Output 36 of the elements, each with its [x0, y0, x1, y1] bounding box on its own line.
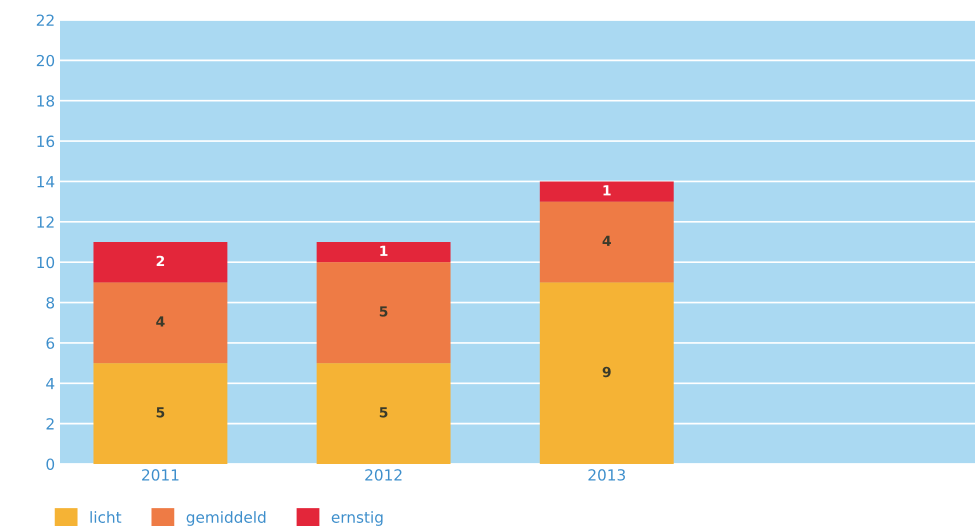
y-tick-label: 2 [46, 418, 54, 430]
bar [93, 282, 228, 364]
bar [316, 363, 451, 464]
x-tick-label: 2013 [588, 469, 625, 481]
x-tick-label: 2011 [142, 469, 178, 481]
data-label: 1 [604, 185, 611, 196]
data-label: 4 [156, 316, 165, 327]
data-label: 9 [602, 366, 611, 378]
y-tick-label: 12 [37, 216, 54, 228]
data-label: 1 [380, 246, 388, 256]
bar [540, 282, 674, 464]
data-label: 4 [602, 236, 611, 246]
y-tick-label: 20 [36, 54, 54, 66]
y-tick-label: 0 [46, 458, 54, 470]
y-tick-label: 22 [36, 14, 54, 26]
legend-label: licht [90, 511, 122, 523]
bar [540, 181, 674, 202]
y-tick-label: 14 [37, 176, 54, 188]
bar [540, 202, 674, 282]
y-tick-label: 8 [46, 297, 54, 309]
data-label: 5 [380, 407, 388, 418]
y-tick-label: 4 [46, 378, 54, 390]
legend-label: gemiddeld [186, 511, 266, 526]
y-tick-label: 6 [46, 337, 54, 349]
bar [316, 242, 451, 262]
legend-label: ernstig [332, 511, 383, 526]
data-label: 5 [156, 407, 164, 418]
y-tick-label: 16 [37, 136, 54, 148]
y-tick-label: 18 [37, 95, 54, 107]
x-tick-label: 2012 [365, 469, 402, 481]
bar [93, 242, 228, 282]
bar [93, 363, 228, 464]
data-label: 2 [156, 256, 164, 266]
data-label: 5 [380, 306, 388, 317]
y-tick-label: 10 [37, 256, 54, 268]
bar [316, 262, 451, 364]
